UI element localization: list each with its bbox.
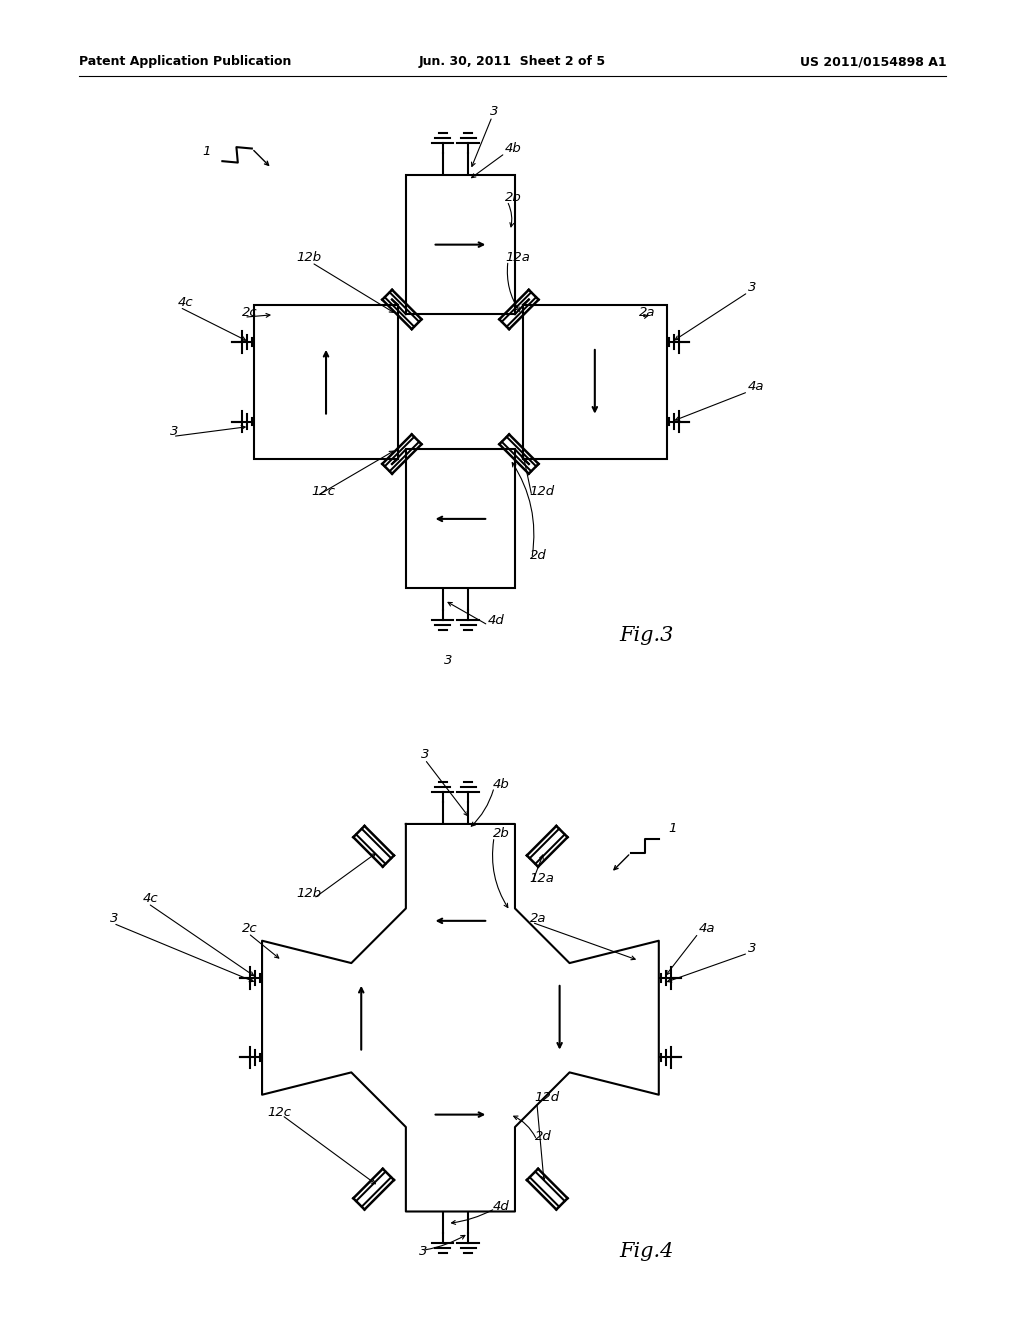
Text: 12c: 12c — [311, 484, 336, 498]
Text: 12c: 12c — [267, 1106, 291, 1118]
Text: 3: 3 — [490, 106, 499, 117]
Bar — [406, 176, 515, 314]
Text: 3: 3 — [421, 748, 429, 760]
Text: 2c: 2c — [243, 921, 258, 935]
Text: 1: 1 — [669, 822, 677, 836]
Text: 4d: 4d — [494, 1200, 510, 1213]
Text: Fig.3: Fig.3 — [620, 626, 674, 644]
Text: 4c: 4c — [143, 892, 159, 906]
Text: 12b: 12b — [297, 887, 322, 900]
Text: 12a: 12a — [505, 251, 530, 264]
Text: 4a: 4a — [749, 380, 765, 393]
Text: 12d: 12d — [535, 1090, 560, 1104]
Text: 2b: 2b — [505, 191, 522, 205]
Text: 1: 1 — [203, 145, 211, 157]
Text: 2b: 2b — [494, 828, 510, 841]
Text: 4b: 4b — [494, 777, 510, 791]
Text: Jun. 30, 2011  Sheet 2 of 5: Jun. 30, 2011 Sheet 2 of 5 — [419, 55, 605, 69]
Text: 4c: 4c — [178, 296, 194, 309]
Text: 3: 3 — [170, 425, 178, 438]
Text: Fig.4: Fig.4 — [620, 1242, 674, 1261]
Bar — [254, 305, 398, 459]
Text: 4a: 4a — [698, 921, 715, 935]
Text: 12b: 12b — [297, 251, 322, 264]
Polygon shape — [262, 824, 658, 1212]
Bar — [406, 449, 515, 589]
Text: 12a: 12a — [529, 873, 555, 886]
Text: 2a: 2a — [639, 306, 655, 318]
Text: 2d: 2d — [535, 1130, 552, 1143]
Text: 2c: 2c — [243, 306, 258, 318]
Text: 3: 3 — [419, 1245, 427, 1258]
Text: 4d: 4d — [488, 614, 505, 627]
Text: 4b: 4b — [505, 141, 522, 154]
Text: 12d: 12d — [529, 484, 555, 498]
Text: 3: 3 — [443, 653, 452, 667]
Text: 3: 3 — [749, 281, 757, 294]
Bar — [523, 305, 667, 459]
Text: 2d: 2d — [529, 549, 547, 562]
Text: 3: 3 — [111, 912, 119, 925]
Text: US 2011/0154898 A1: US 2011/0154898 A1 — [800, 55, 946, 69]
Text: 3: 3 — [749, 941, 757, 954]
Text: Patent Application Publication: Patent Application Publication — [79, 55, 291, 69]
Text: 2a: 2a — [529, 912, 547, 925]
